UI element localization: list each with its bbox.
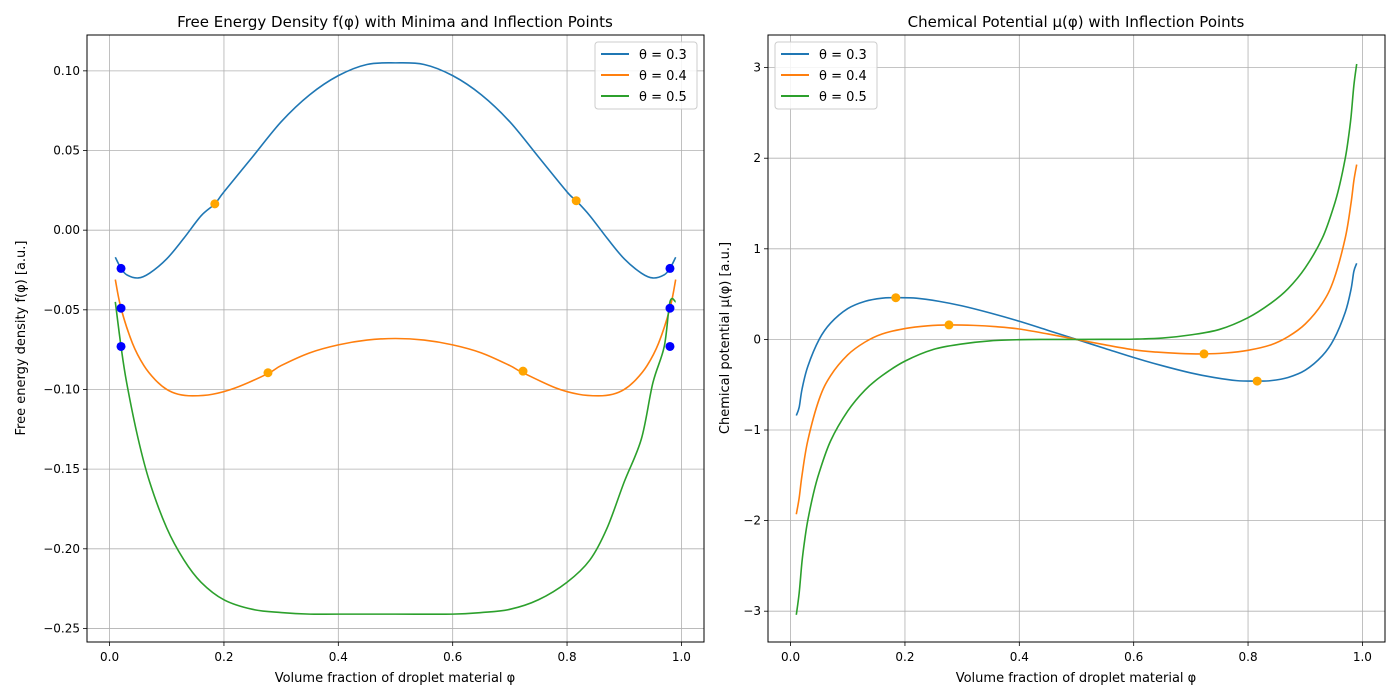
legend-label: θ = 0.4	[819, 69, 867, 84]
x-tick-label: 0.2	[214, 650, 233, 664]
y-axis-label: Chemical potential μ(φ) [a.u.]	[718, 242, 733, 434]
x-axis-label: Volume fraction of droplet material φ	[275, 671, 516, 686]
y-tick-label: −1	[743, 423, 761, 437]
legend-label: θ = 0.5	[639, 90, 687, 105]
legend-item: θ = 0.4	[781, 69, 867, 84]
x-tick-label: 0.8	[558, 650, 577, 664]
chart-title: Free Energy Density f(φ) with Minima and…	[177, 13, 613, 31]
legend-item: θ = 0.3	[781, 48, 867, 63]
legend-item: θ = 0.5	[781, 90, 867, 105]
y-tick-label: −0.20	[43, 542, 80, 556]
series-line-3	[795, 63, 1358, 615]
legend-item: θ = 0.3	[601, 48, 687, 63]
y-tick-label: 0.00	[53, 223, 80, 237]
inflection-point	[891, 293, 901, 303]
minimum-point	[116, 263, 126, 273]
y-tick-label: 2	[753, 151, 761, 165]
y-tick-label: 1	[753, 242, 761, 256]
legend: θ = 0.3 θ = 0.4 θ = 0.5	[594, 41, 698, 110]
plot-frame	[767, 34, 1386, 643]
x-tick-label: 0.2	[895, 650, 914, 664]
series-line-1	[114, 62, 677, 279]
legend-label: θ = 0.5	[819, 90, 867, 105]
y-tick-label: 0	[753, 332, 761, 346]
inflection-point	[1199, 349, 1209, 359]
inflection-point	[263, 368, 273, 378]
point-markers	[116, 196, 675, 378]
minimum-point	[116, 303, 126, 313]
x-tick-label: 1.0	[1353, 650, 1372, 664]
y-tick-label: −2	[743, 514, 761, 528]
plot-lines	[795, 63, 1358, 615]
x-tick-label: 0.6	[1124, 650, 1143, 664]
legend-label: θ = 0.3	[819, 48, 867, 63]
x-tick-label: 0.0	[100, 650, 119, 664]
grid	[768, 35, 1385, 642]
x-tick-label: 0.6	[443, 650, 462, 664]
series-line-2	[114, 279, 677, 397]
legend-item: θ = 0.5	[601, 90, 687, 105]
minimum-point	[665, 303, 675, 313]
chart-title: Chemical Potential μ(φ) with Inflection …	[908, 13, 1245, 31]
y-tick-label: 0.05	[53, 144, 80, 158]
y-tick-label: −0.15	[43, 462, 80, 476]
y-tick-label: −0.10	[43, 382, 80, 396]
inflection-point	[1252, 376, 1262, 386]
inflection-point	[944, 320, 954, 330]
plot-lines	[114, 62, 677, 616]
legend-label: θ = 0.3	[639, 48, 687, 63]
y-tick-label: −0.25	[43, 621, 80, 635]
x-tick-label: 0.8	[1239, 650, 1258, 664]
x-tick-label: 0.4	[329, 650, 348, 664]
inflection-point	[518, 366, 528, 376]
y-tick-label: −0.05	[43, 303, 80, 317]
tick-labels: 0.0 0.2 0.4 0.6 0.8 1.0 −0.25 −0.20 −0.15 −0.10 −0…	[43, 64, 691, 664]
point-markers	[891, 293, 1262, 386]
y-tick-label: 3	[753, 61, 761, 75]
x-tick-label: 0.4	[1010, 650, 1029, 664]
x-tick-label: 0.0	[781, 650, 800, 664]
minimum-point	[665, 341, 675, 351]
legend: θ = 0.3 θ = 0.4 θ = 0.5	[774, 41, 878, 110]
minimum-point	[116, 341, 126, 351]
x-tick-label: 1.0	[672, 650, 691, 664]
tick-labels: 0.0 0.2 0.4 0.6 0.8 1.0 −3 −2 −1 0 1 2 3	[743, 61, 1372, 664]
inflection-point	[571, 196, 581, 206]
chemical-potential-chart: 0.0 0.2 0.4 0.6 0.8 1.0 −3 −2 −1 0 1 2 3 Chemical Po…	[718, 13, 1386, 686]
plot-frame	[86, 34, 705, 643]
minimum-point	[665, 263, 675, 273]
free-energy-chart: 0.0 0.2 0.4 0.6 0.8 1.0 −0.25 −0.20 −0.15 −0.10 −0…	[14, 13, 705, 686]
inflection-point	[210, 199, 220, 209]
y-tick-label: 0.10	[53, 64, 80, 78]
x-axis-label: Volume fraction of droplet material φ	[956, 671, 1197, 686]
legend-label: θ = 0.4	[639, 69, 687, 84]
y-axis-label: Free energy density f(φ) [a.u.]	[14, 241, 29, 436]
legend-item: θ = 0.4	[601, 69, 687, 84]
y-tick-label: −3	[743, 604, 761, 618]
series-line-3	[114, 297, 677, 616]
